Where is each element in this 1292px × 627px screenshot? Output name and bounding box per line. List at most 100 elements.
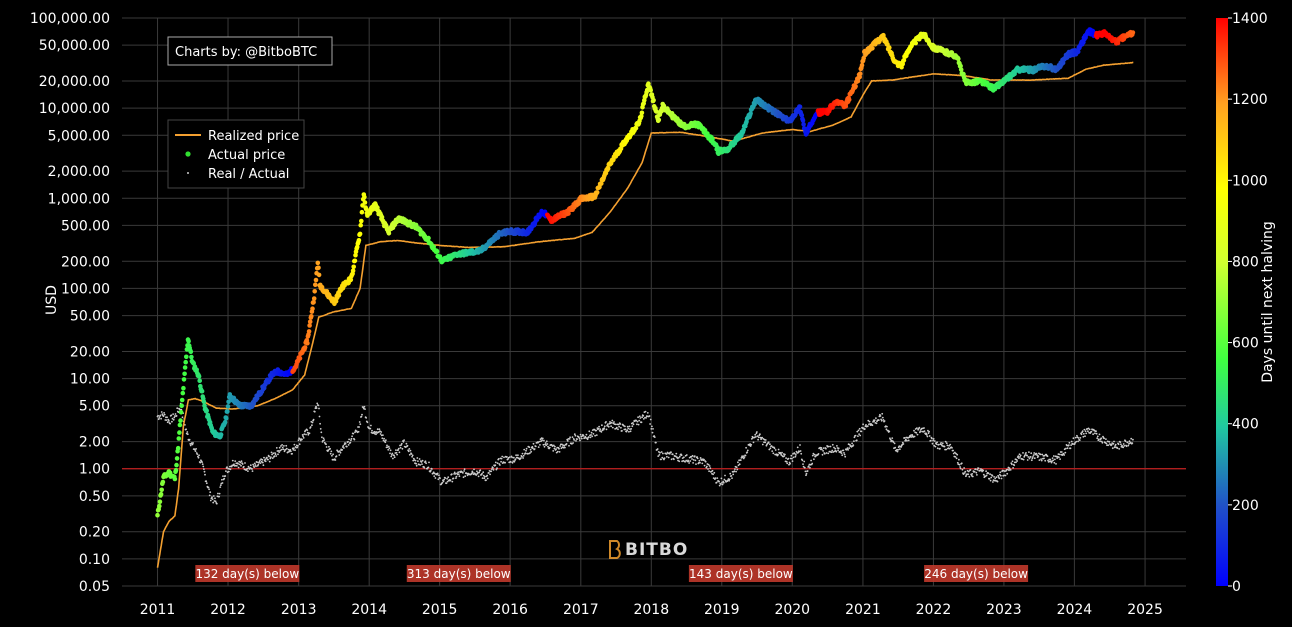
ratio-point: [594, 434, 596, 437]
ratio-point: [703, 464, 706, 467]
ratio-point: [381, 437, 384, 440]
price-point: [357, 231, 363, 237]
ratio-point: [842, 449, 845, 452]
colorbar-tick-label: 200: [1232, 498, 1259, 514]
price-point: [741, 127, 746, 133]
ratio-point: [386, 444, 388, 447]
ratio-point: [529, 452, 531, 454]
ratio-point: [218, 492, 221, 495]
ratio-point: [173, 416, 176, 419]
below-label-text: 143 day(s) below: [689, 567, 793, 581]
ratio-point: [541, 437, 544, 440]
y-tick-label: 2,000.00: [48, 164, 110, 180]
ratio-point: [955, 452, 957, 455]
ratio-point: [777, 453, 779, 456]
ratio-point: [1087, 430, 1089, 433]
ratio-point: [397, 449, 400, 451]
price-point: [174, 456, 180, 461]
price-point: [181, 377, 187, 382]
y-axis-ticks: 100,000.00 50,000.00 20,000.00 10,000.00 5,0…: [30, 11, 110, 595]
ratio-point: [303, 433, 306, 435]
ratio-point: [1122, 446, 1125, 449]
ratio-point: [786, 462, 789, 465]
ratio-point: [224, 475, 227, 477]
ratio-point: [454, 473, 457, 475]
ratio-point: [624, 428, 627, 431]
ratio-point: [383, 437, 385, 440]
price-point: [307, 319, 313, 325]
ratio-point: [709, 467, 712, 470]
price-point: [656, 117, 662, 123]
ratio-point: [848, 447, 851, 449]
ratio-point: [602, 428, 605, 431]
ratio-point: [699, 461, 701, 464]
price-point: [306, 329, 312, 334]
ratio-point: [574, 434, 577, 437]
ratio-point: [547, 445, 549, 448]
ratio-point: [209, 499, 212, 502]
ratio-point: [989, 473, 991, 476]
ratio-point: [670, 451, 672, 454]
ratio-point: [1107, 444, 1110, 447]
ratio-point: [1008, 467, 1011, 469]
ratio-point: [962, 473, 965, 475]
ratio-point: [852, 444, 855, 446]
ratio-point: [761, 443, 764, 446]
ratio-point: [524, 452, 527, 455]
ratio-point: [405, 442, 408, 445]
ratio-point: [1033, 457, 1036, 460]
below-label-box: [195, 565, 300, 582]
ratio-point: [1026, 459, 1029, 461]
ratio-point: [610, 425, 612, 428]
ratio-point: [370, 424, 372, 427]
ratio-point: [822, 447, 825, 449]
ratio-point: [877, 419, 880, 421]
ratio-point: [462, 476, 465, 479]
price-point: [358, 222, 364, 228]
x-tick-label: 2012: [210, 602, 246, 618]
price-point: [182, 365, 188, 370]
ratio-point: [446, 480, 449, 483]
ratio-point: [811, 454, 814, 457]
ratio-point: [415, 464, 418, 467]
ratio-point: [655, 441, 657, 444]
ratio-point: [375, 433, 377, 436]
ratio-point: [192, 442, 195, 444]
ratio-point: [285, 444, 288, 447]
price-point: [748, 111, 753, 116]
ratio-point: [847, 449, 849, 451]
ratio-point: [1011, 463, 1013, 466]
y-tick-label: 100,000.00: [30, 11, 110, 27]
ratio-point: [322, 437, 325, 440]
ratio-point: [670, 458, 673, 461]
ratio-point: [952, 449, 954, 452]
ratio-point: [827, 445, 830, 448]
ratio-point: [696, 456, 698, 458]
ratio-point: [1131, 442, 1134, 444]
ratio-point: [457, 471, 460, 474]
price-point: [177, 430, 182, 435]
colorbar-tick-label: 0: [1232, 579, 1241, 595]
ratio-point: [932, 438, 935, 440]
ratio-point: [414, 459, 417, 462]
ratio-point: [837, 449, 839, 452]
ratio-point: [711, 469, 714, 472]
ratio-point: [858, 433, 860, 435]
ratio-point: [416, 457, 419, 459]
legend-box: [167, 119, 305, 189]
price-point: [887, 45, 892, 50]
ratio-point: [292, 448, 295, 451]
x-tick-label: 2019: [704, 602, 740, 618]
legend-label-ratio: Real / Actual: [208, 167, 289, 182]
ratio-point: [1125, 445, 1128, 448]
ratio-point: [1082, 432, 1085, 435]
ratio-point: [392, 457, 394, 460]
ratio-point: [913, 435, 916, 438]
price-point: [157, 503, 162, 509]
ratio-point: [365, 417, 368, 419]
ratio-point: [844, 455, 847, 458]
ratio-point: [366, 421, 369, 424]
ratio-point: [781, 451, 783, 454]
ratio-point: [754, 433, 757, 436]
